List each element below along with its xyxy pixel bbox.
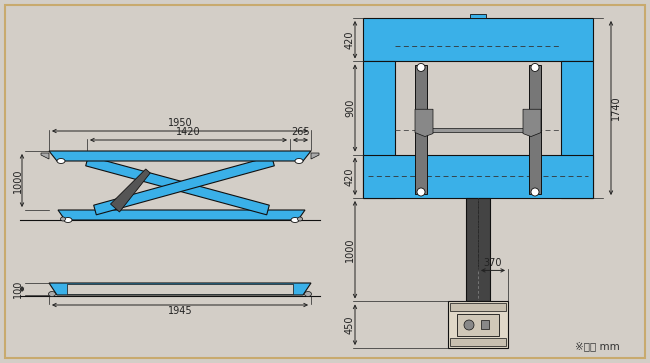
Polygon shape <box>41 153 49 159</box>
Text: 450: 450 <box>345 315 355 334</box>
Ellipse shape <box>60 217 66 221</box>
Bar <box>448 301 508 348</box>
Ellipse shape <box>304 291 311 297</box>
Bar <box>415 65 427 194</box>
Bar <box>363 18 593 61</box>
Text: 1945: 1945 <box>168 306 192 316</box>
Circle shape <box>417 188 425 196</box>
Polygon shape <box>523 109 541 136</box>
Polygon shape <box>58 210 305 220</box>
Ellipse shape <box>298 217 302 221</box>
Ellipse shape <box>57 159 65 163</box>
Text: 100: 100 <box>13 280 23 298</box>
Ellipse shape <box>49 291 55 297</box>
Text: ※単位 mm: ※単位 mm <box>575 341 620 351</box>
Bar <box>466 198 490 301</box>
Text: 1950: 1950 <box>168 118 192 128</box>
Ellipse shape <box>295 159 303 163</box>
Bar <box>421 128 535 132</box>
Polygon shape <box>86 156 269 215</box>
Text: 1740: 1740 <box>611 96 621 120</box>
Polygon shape <box>311 153 319 159</box>
Bar <box>529 65 541 194</box>
Bar <box>450 338 506 346</box>
Text: 420: 420 <box>345 30 355 49</box>
Bar <box>363 61 395 198</box>
Bar <box>363 155 593 198</box>
Text: 370: 370 <box>484 258 502 268</box>
Bar <box>450 303 506 311</box>
Bar <box>67 284 293 294</box>
Bar <box>470 14 486 18</box>
Text: 1000: 1000 <box>345 237 355 262</box>
Text: 1420: 1420 <box>176 127 201 137</box>
Ellipse shape <box>64 217 72 223</box>
Bar <box>561 61 593 198</box>
Ellipse shape <box>291 217 299 223</box>
Text: 420: 420 <box>345 167 355 185</box>
Circle shape <box>531 188 539 196</box>
Circle shape <box>464 320 474 330</box>
Text: 265: 265 <box>291 127 310 137</box>
Text: 900: 900 <box>345 99 355 117</box>
Polygon shape <box>49 283 311 295</box>
Circle shape <box>417 64 425 72</box>
Polygon shape <box>94 156 274 215</box>
Polygon shape <box>415 109 433 136</box>
Text: 1000: 1000 <box>13 168 23 193</box>
Bar <box>481 320 489 329</box>
Circle shape <box>531 64 539 72</box>
Polygon shape <box>49 151 311 161</box>
Polygon shape <box>111 169 150 212</box>
Bar <box>457 314 499 336</box>
